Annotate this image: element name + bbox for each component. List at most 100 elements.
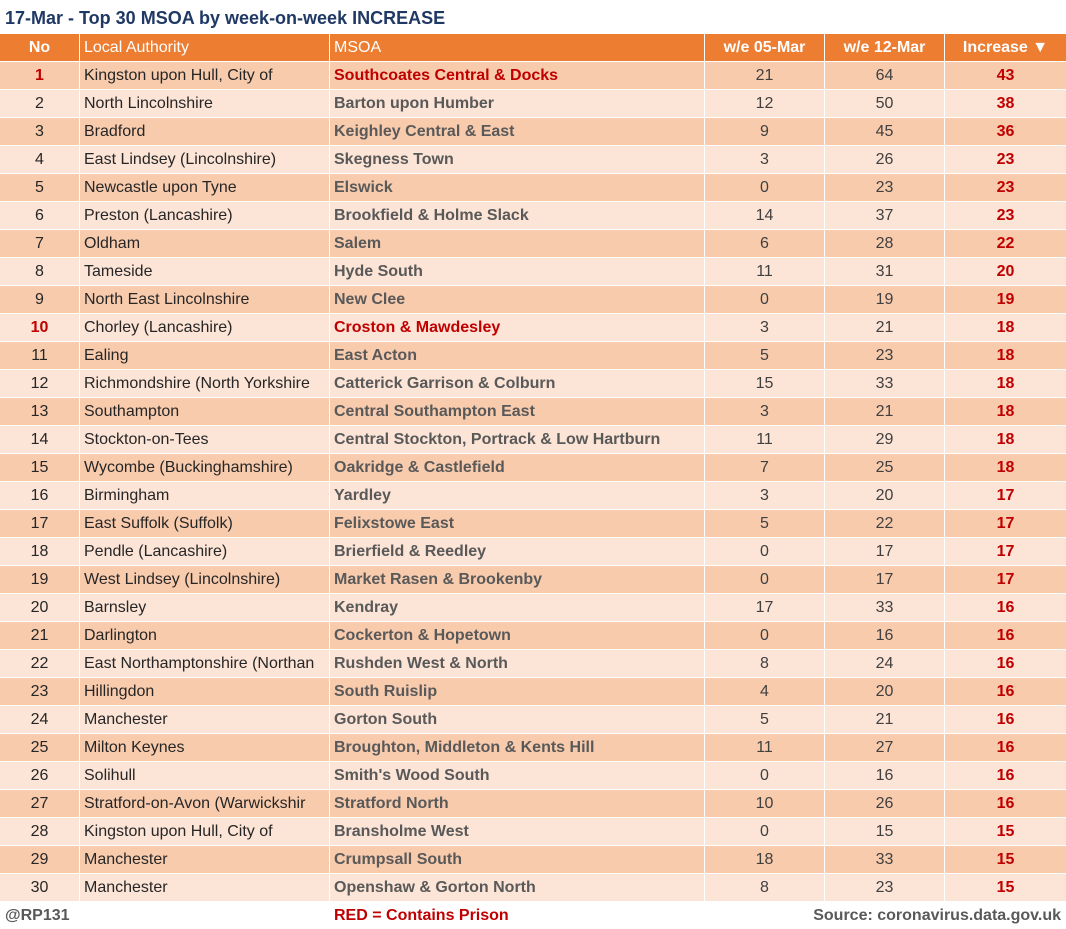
table-cell: Birmingham [80,482,330,510]
table-cell: Openshaw & Gorton North [330,874,705,902]
table-cell: 45 [825,118,945,146]
table-cell: 16 [945,790,1066,818]
table-row: 30 Manchester Openshaw & Gorton North 8 23 15 [0,874,1066,902]
table-cell: South Ruislip [330,678,705,706]
table-cell: 11 [705,258,825,286]
table-cell: 0 [705,538,825,566]
table-cell: 30 [0,874,80,902]
table-cell: 8 [705,874,825,902]
table-cell: 16 [945,594,1066,622]
table-cell: 5 [705,510,825,538]
table-cell: 21 [825,314,945,342]
table-cell: Darlington [80,622,330,650]
table-cell: Preston (Lancashire) [80,202,330,230]
table-row: 14 Stockton-on-Tees Central Stockton, Port… [0,426,1066,454]
table-cell: Southampton [80,398,330,426]
table-cell: North East Lincolnshire [80,286,330,314]
table-cell: Wycombe (Buckinghamshire) [80,454,330,482]
table-cell: 33 [825,846,945,874]
table-cell: 18 [945,342,1066,370]
table-cell: 17 [705,594,825,622]
table-cell: 7 [705,454,825,482]
table-cell: 23 [825,874,945,902]
table-row: 21 Darlington Cockerton & Hopetown 0 16 16 [0,622,1066,650]
table-cell: 20 [825,482,945,510]
table-cell: 15 [945,818,1066,846]
table-cell: Manchester [80,706,330,734]
table-cell: 50 [825,90,945,118]
table-cell: 18 [945,398,1066,426]
table-cell: 4 [0,146,80,174]
table-cell: 28 [825,230,945,258]
table-cell: 3 [705,398,825,426]
table-cell: 24 [825,650,945,678]
table-cell: 3 [705,146,825,174]
table-cell: 10 [0,314,80,342]
table-cell: Brookfield & Holme Slack [330,202,705,230]
table-cell: Manchester [80,846,330,874]
table-cell: 0 [705,762,825,790]
table-cell: 37 [825,202,945,230]
table-cell: 10 [705,790,825,818]
table-row: 19 West Lindsey (Lincolnshire) Market Rase… [0,566,1066,594]
table-cell: 31 [825,258,945,286]
table-cell: 23 [825,342,945,370]
table-cell: East Suffolk (Suffolk) [80,510,330,538]
table-cell: North Lincolnshire [80,90,330,118]
table-cell: 9 [705,118,825,146]
table-cell: 9 [0,286,80,314]
table-cell: 25 [0,734,80,762]
table-cell: 5 [0,174,80,202]
table-row: 8 Tameside Hyde South 11 31 20 [0,258,1066,286]
table-cell: Smith's Wood South [330,762,705,790]
table-cell: 24 [0,706,80,734]
table-row: 6 Preston (Lancashire) Brookfield & Holme … [0,202,1066,230]
table-cell: 14 [705,202,825,230]
table-cell: 64 [825,62,945,90]
table-cell: Manchester [80,874,330,902]
table-cell: 15 [705,370,825,398]
table-row: 16 Birmingham Yardley 3 20 17 [0,482,1066,510]
table-cell: Elswick [330,174,705,202]
table-cell: 0 [705,566,825,594]
table-row: 5 Newcastle upon Tyne Elswick 0 23 23 [0,174,1066,202]
table-cell: 16 [825,762,945,790]
table-cell: 22 [0,650,80,678]
table-cell: Oldham [80,230,330,258]
table-cell: 18 [945,454,1066,482]
table-cell: 11 [705,734,825,762]
table-cell: 15 [0,454,80,482]
table-cell: Skegness Town [330,146,705,174]
table-row: 28 Kingston upon Hull, City of Bransholme … [0,818,1066,846]
table-row: 26 Solihull Smith's Wood South 0 16 16 [0,762,1066,790]
header-cell: No [0,34,80,62]
table-cell: Keighley Central & East [330,118,705,146]
table-cell: 7 [0,230,80,258]
table-cell: Hyde South [330,258,705,286]
table: No Local Authority MSOA w/e 05-Mar w/e 12-Ma… [0,34,1066,902]
table-cell: Salem [330,230,705,258]
table-cell: 29 [825,426,945,454]
table-cell: 3 [705,314,825,342]
table-cell: Kingston upon Hull, City of [80,62,330,90]
table-cell: 0 [705,622,825,650]
table-cell: Bransholme West [330,818,705,846]
table-cell: New Clee [330,286,705,314]
table-cell: Cockerton & Hopetown [330,622,705,650]
credit: @RP131 [5,907,70,924]
table-cell: Central Southampton East [330,398,705,426]
table-row: 1 Kingston upon Hull, City of Southcoates … [0,62,1066,90]
table-row: 13 Southampton Central Southampton East 3 21… [0,398,1066,426]
table-cell: 5 [705,342,825,370]
table-cell: East Lindsey (Lincolnshire) [80,146,330,174]
table-cell: 6 [705,230,825,258]
table-cell: 28 [0,818,80,846]
table-cell: 23 [945,146,1066,174]
legend-note: RED = Contains Prison [334,907,509,924]
table-cell: Brierfield & Reedley [330,538,705,566]
source: Source: coronavirus.data.gov.uk [813,907,1061,924]
table-row: 2 North Lincolnshire Barton upon Humber 12 5… [0,90,1066,118]
table-row: 24 Manchester Gorton South 5 21 16 [0,706,1066,734]
table-cell: Gorton South [330,706,705,734]
